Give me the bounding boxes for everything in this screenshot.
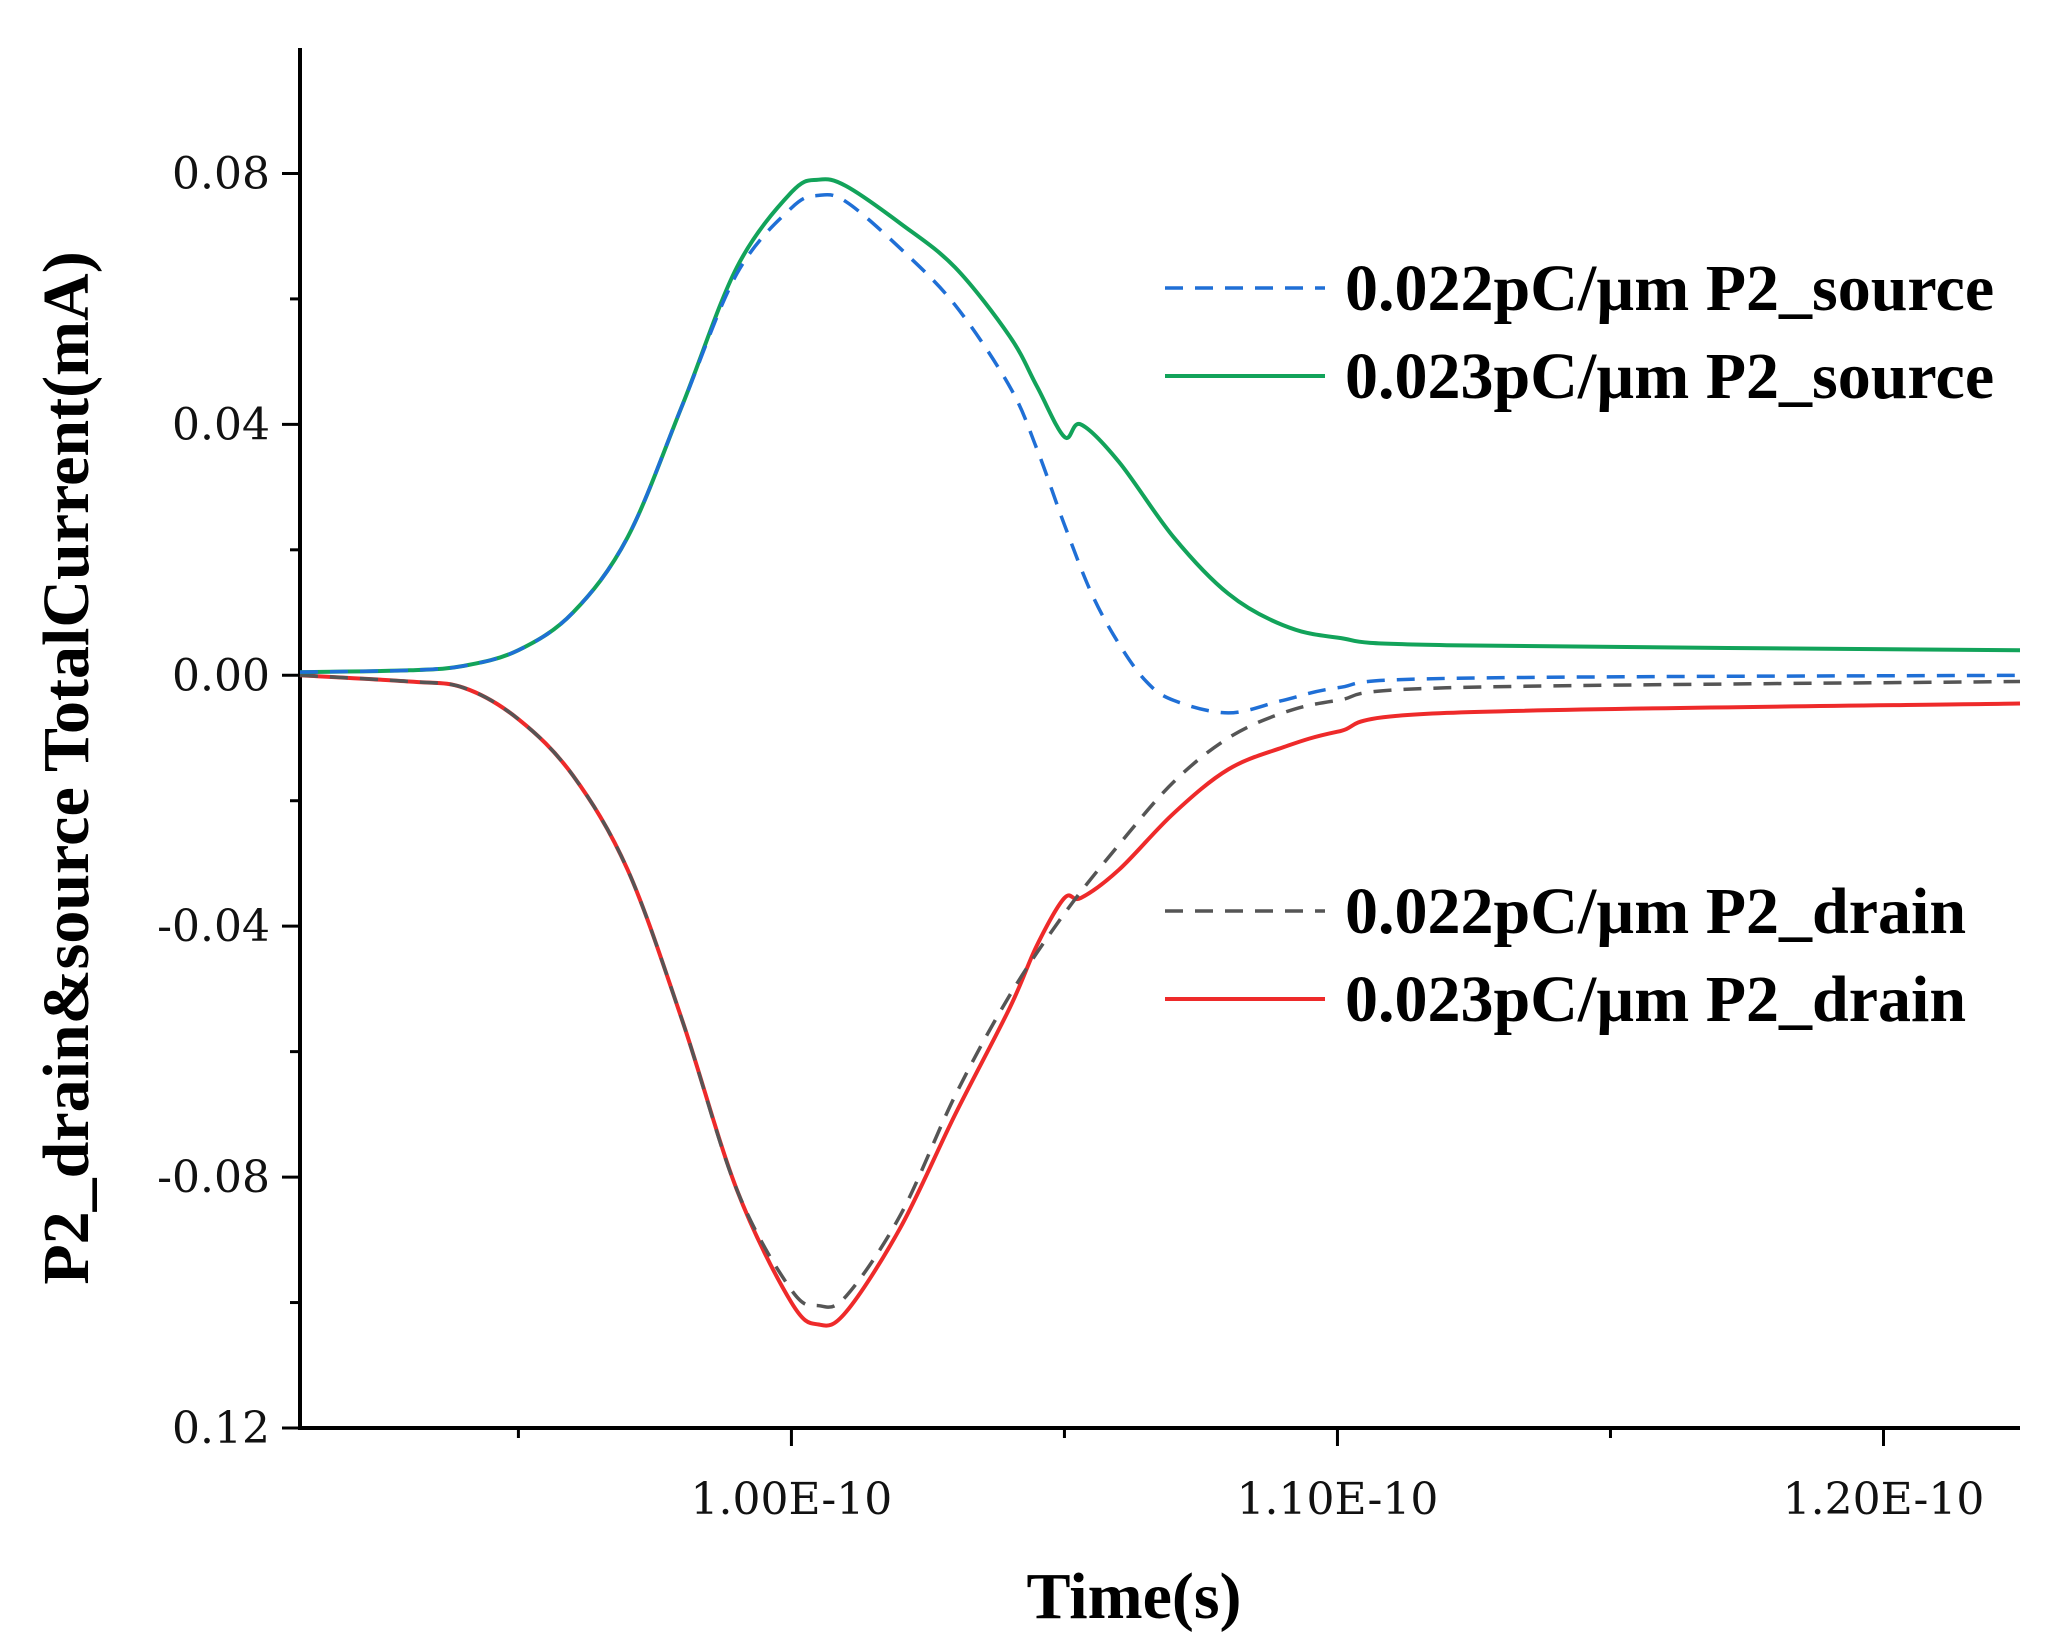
y-tick-label: -0.04 [157,901,270,952]
series-line-0 [299,192,2021,715]
y-axis-title: P2_drain&source TotalCurrent(mA) [30,251,103,1284]
y-tick-label: -0.08 [157,1152,270,1203]
x-axis-title: Time(s) [1026,1560,1241,1633]
y-tick-label: 0.08 [172,148,270,199]
axes: 0.08 0.04 0.00 -0.04 -0.08 0.12 1.00E-10 1.10E-… [157,48,2020,1525]
y-tick-label: 0.04 [172,399,270,450]
legend: 0.022pC/µm P2_source 0.023pC/µm P2_source… [1165,252,1994,1036]
legend-label: 0.023pC/µm P2_source [1345,340,1994,413]
y-tick-label: 0.00 [172,650,270,701]
legend-label: 0.022pC/µm P2_drain [1345,875,1966,948]
series-layer [299,177,2021,1328]
series-line-1 [299,177,2021,675]
x-tick-label: 1.20E-10 [1783,1474,1985,1525]
x-tick-label: 1.00E-10 [691,1474,893,1525]
legend-label: 0.022pC/µm P2_source [1345,252,1994,325]
legend-label: 0.023pC/µm P2_drain [1345,963,1966,1036]
series-line-2 [299,673,2021,1309]
x-tick-label: 1.10E-10 [1237,1474,1439,1525]
y-tick-label: 0.12 [172,1403,270,1454]
